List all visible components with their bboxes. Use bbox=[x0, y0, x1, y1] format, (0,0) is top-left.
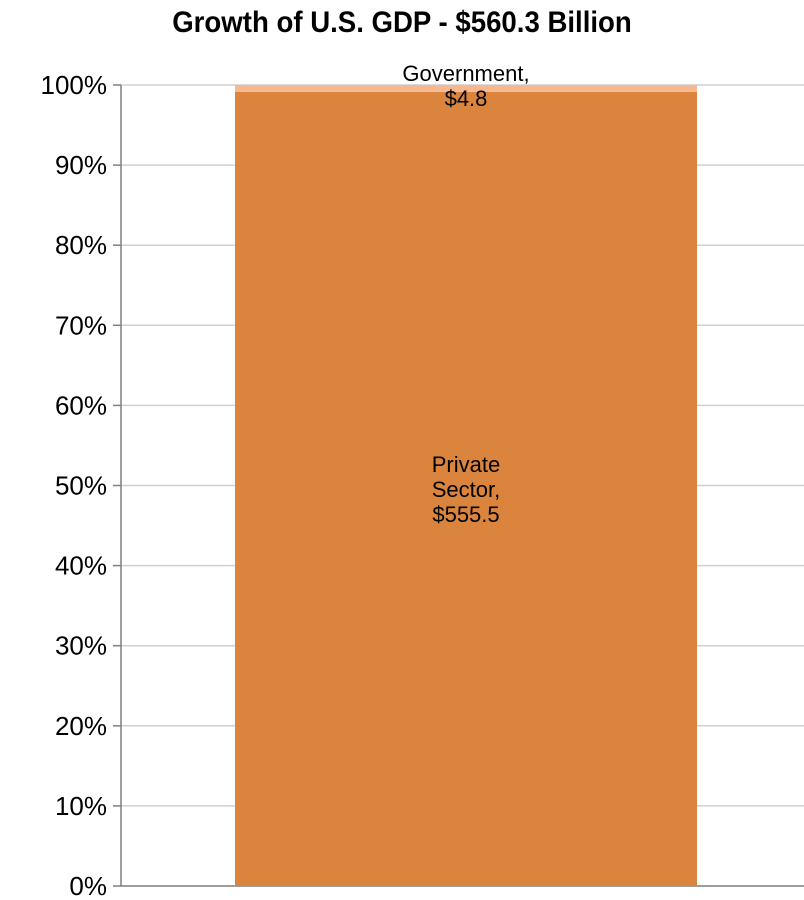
y-tick-label: 40% bbox=[55, 551, 107, 581]
y-tick-label: 80% bbox=[55, 230, 107, 260]
y-tick-label: 10% bbox=[55, 791, 107, 821]
y-tick-label: 60% bbox=[55, 390, 107, 420]
bar-private-sector bbox=[235, 91, 697, 886]
y-tick-label: 0% bbox=[69, 871, 107, 900]
y-tick-label: 50% bbox=[55, 471, 107, 501]
bar-segments bbox=[235, 85, 697, 886]
data-label: Private bbox=[432, 452, 500, 477]
y-tick-label: 20% bbox=[55, 711, 107, 741]
data-label: Government, bbox=[402, 61, 529, 86]
y-tick-label: 90% bbox=[55, 150, 107, 180]
bar-government bbox=[235, 85, 697, 92]
data-label: $4.8 bbox=[445, 86, 488, 111]
y-tick-label: 30% bbox=[55, 631, 107, 661]
y-axis: 0% 10% 20% 30% 40% 50% 60% 70% 80% 90% 100% bbox=[41, 70, 804, 900]
data-label: Sector, bbox=[432, 477, 500, 502]
chart-title: Growth of U.S. GDP - $560.3 Billion bbox=[172, 6, 632, 39]
y-tick-label: 70% bbox=[55, 310, 107, 340]
data-label: $555.5 bbox=[432, 502, 499, 527]
y-tick-label: 100% bbox=[41, 70, 108, 100]
